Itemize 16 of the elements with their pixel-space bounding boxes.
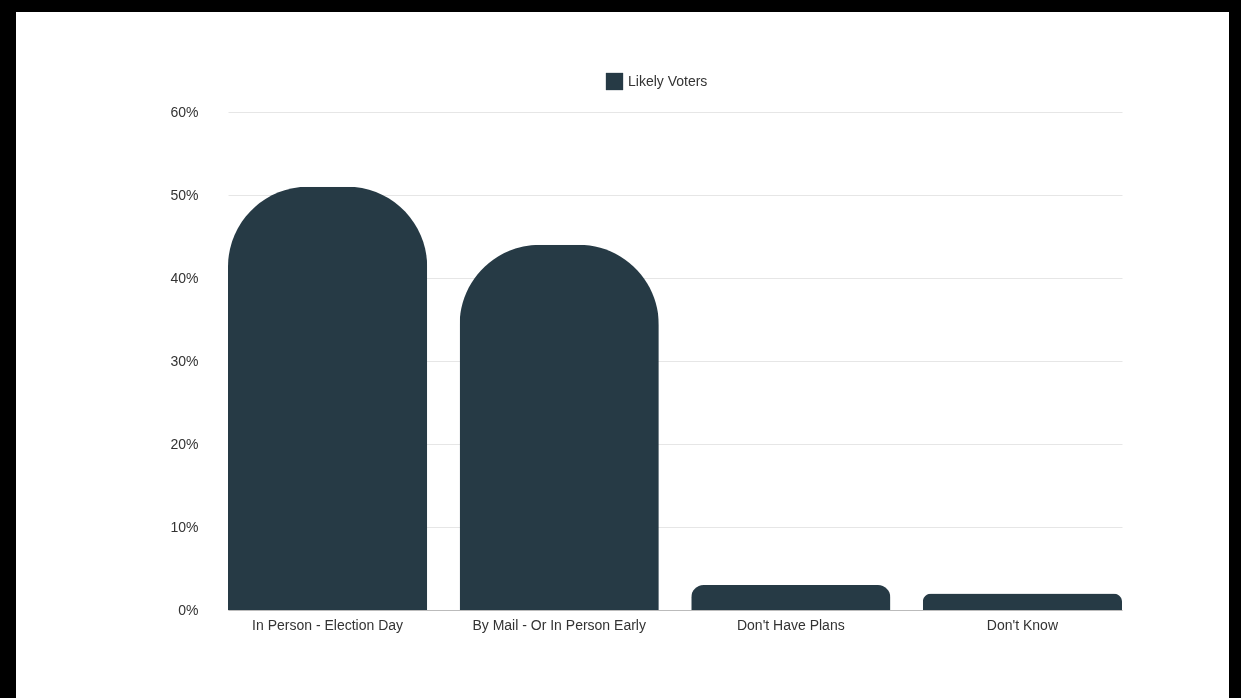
y-tick-label: 60% (170, 103, 199, 120)
x-tick-label: By Mail - Or In Person Early (472, 616, 646, 633)
bar (691, 585, 891, 610)
y-tick-label: 20% (170, 435, 199, 452)
x-tick-label: Don't Have Plans (736, 616, 845, 633)
y-tick-label: 40% (170, 269, 199, 286)
y-tick-label: 10% (170, 518, 199, 535)
bar (228, 186, 428, 610)
x-tick-label: Don't Know (986, 616, 1059, 633)
y-tick-label: 30% (170, 352, 199, 369)
y-tick-label: 0% (178, 601, 199, 618)
legend-label: Likely Voters (628, 72, 708, 89)
x-tick-label: In Person - Election Day (252, 616, 404, 633)
bar (459, 244, 659, 610)
bar (922, 593, 1122, 610)
y-tick-label: 50% (170, 186, 199, 203)
